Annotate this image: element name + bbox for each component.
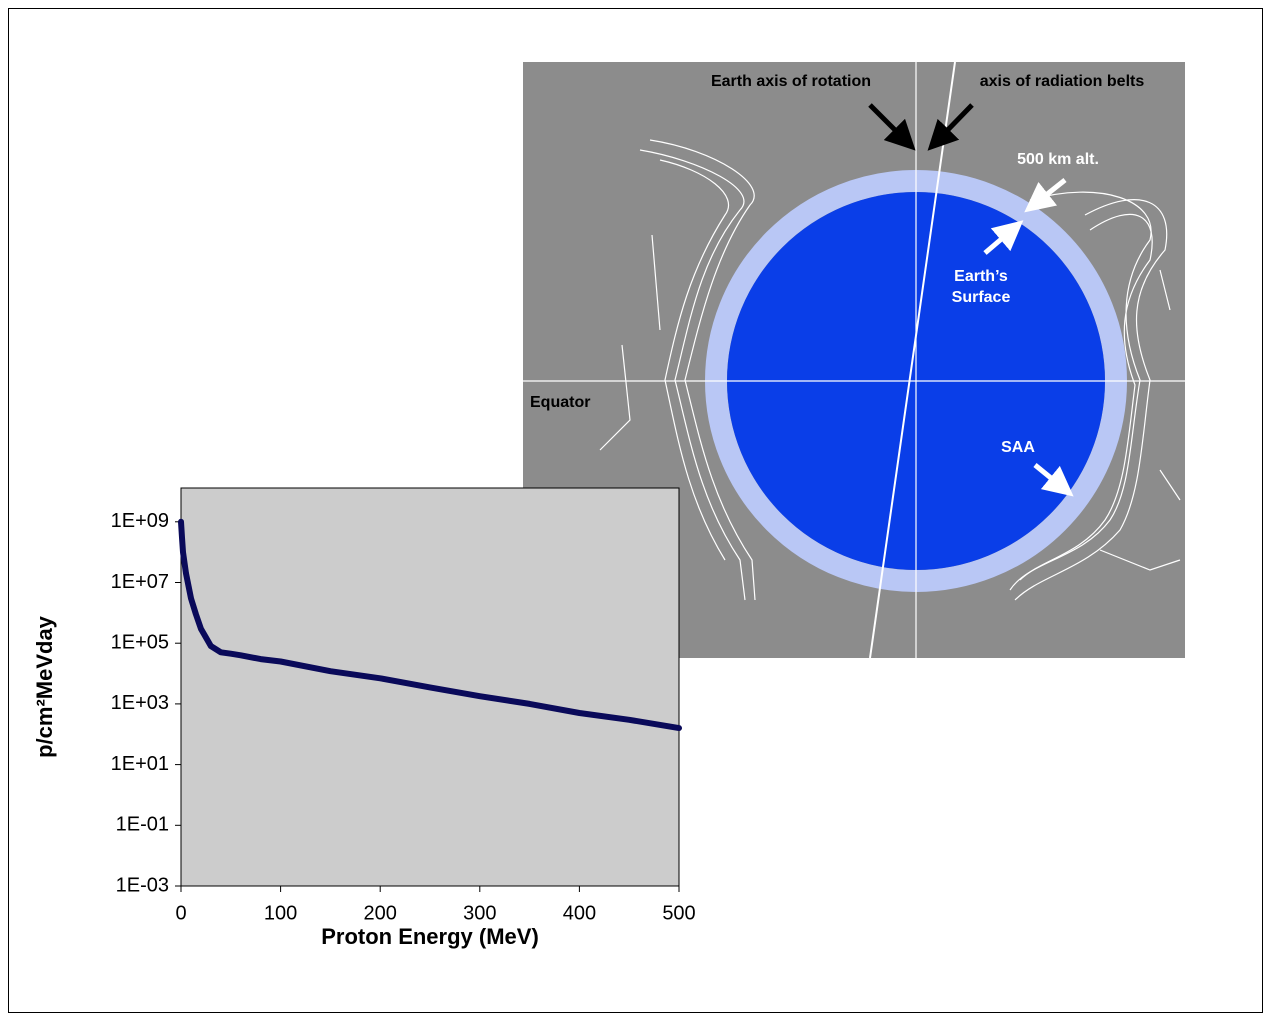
x-axis-label: Proton Energy (MeV) [321,924,539,949]
x-tick-label: 200 [364,902,397,924]
figure: Earth axis of rotation axis of radiation… [0,0,1271,1021]
label: Equator [530,394,590,411]
y-tick-label: 1E+03 [111,692,169,714]
x-tick-label: 300 [463,902,496,924]
y-tick-label: 1E+09 [111,510,169,532]
y-tick-label: 1E-03 [116,874,169,896]
x-tick-label: 500 [662,902,695,924]
y-tick-label: 1E-01 [116,814,169,836]
x-tick-label: 0 [175,902,186,924]
chart: 1E-03 1E-01 1E+01 1E+03 1E+05 1E+07 1E+09 0 100 2… [32,488,696,949]
y-tick-label: 1E+07 [111,571,169,593]
y-tick-label: 1E+01 [111,753,169,775]
label: Surface [952,289,1011,306]
x-tick-label: 400 [563,902,596,924]
y-axis-label: p/cm²MeVday [32,615,57,758]
x-tick-label: 100 [264,902,297,924]
label: Earth’s [954,268,1008,285]
label: 500 km alt. [1017,151,1099,168]
y-tick-label: 1E+05 [111,631,169,653]
label: Earth axis of rotation [711,73,871,90]
label: axis of radiation belts [980,73,1145,90]
label: SAA [1001,439,1035,456]
